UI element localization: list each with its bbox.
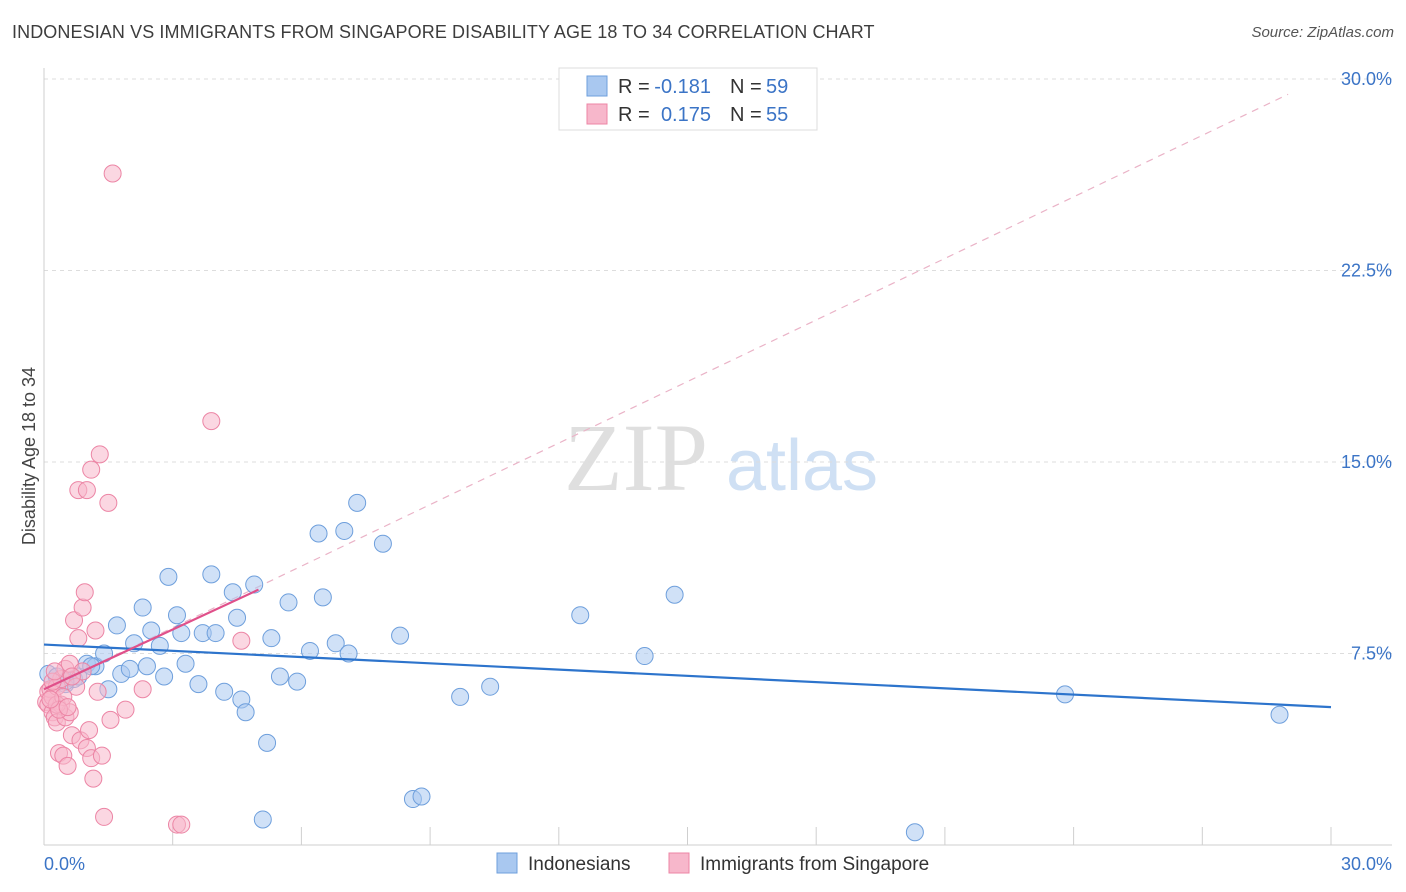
trend-line-singapore [43, 588, 259, 691]
point-indonesians-44 [348, 493, 367, 512]
point-indonesians-50 [481, 677, 500, 696]
bottom-legend-label-singapore: Immigrants from Singapore [700, 854, 929, 875]
watermark-atlas: atlas [726, 426, 878, 506]
bottom-legend-swatch-singapore [668, 852, 690, 874]
point-indonesians-21 [176, 654, 195, 673]
point-singapore-45 [202, 412, 221, 431]
point-indonesians-26 [215, 682, 234, 701]
legend-r-value-singapore: 0.175 [661, 104, 711, 126]
point-indonesians-53 [665, 585, 684, 604]
point-indonesians-25 [206, 624, 225, 643]
point-indonesians-46 [391, 626, 410, 645]
bottom-legend-swatch-indonesians [496, 852, 518, 874]
point-singapore-26 [75, 583, 94, 602]
point-singapore-32 [84, 769, 103, 788]
trend-line-extended-singapore [43, 93, 1289, 690]
y-tick-label-1: 15.0% [1341, 452, 1392, 472]
legend-n-label-2: N = [730, 104, 762, 126]
point-indonesians-18 [159, 567, 178, 586]
point-singapore-44 [172, 815, 191, 834]
point-indonesians-51 [571, 606, 590, 625]
y-tick-label-2: 22.5% [1341, 261, 1392, 281]
x-tick-label-min: 0.0% [44, 854, 85, 874]
bottom-legend: Indonesians Immigrants from Singapore [496, 852, 929, 875]
point-indonesians-40 [313, 588, 332, 607]
point-indonesians-48 [412, 787, 431, 806]
point-indonesians-43 [339, 644, 358, 663]
point-indonesians-31 [245, 575, 264, 594]
point-singapore-29 [80, 721, 99, 740]
top-legend: R = -0.181 N = 59 R = 0.175 N = 55 [558, 67, 818, 131]
point-indonesians-49 [451, 687, 470, 706]
point-singapore-15 [58, 756, 77, 775]
point-indonesians-52 [635, 647, 654, 666]
point-indonesians-19 [167, 606, 186, 625]
point-indonesians-14 [137, 657, 156, 676]
legend-r-label-2: R = [618, 104, 650, 126]
point-indonesians-17 [155, 667, 174, 686]
point-singapore-42 [133, 680, 152, 699]
y-tick-label-3: 30.0% [1341, 69, 1392, 89]
x-tick-label-max: 30.0% [1341, 854, 1392, 874]
point-singapore-21 [69, 629, 88, 648]
point-singapore-54 [45, 662, 64, 681]
trend-lines [43, 93, 1289, 690]
gridlines [44, 78, 1392, 654]
legend-n-value-indonesians: 59 [766, 76, 788, 98]
point-indonesians-34 [262, 629, 281, 648]
point-singapore-33 [86, 621, 105, 640]
axes: 7.5% 15.0% 22.5% 30.0% [43, 68, 1392, 846]
point-indonesians-30 [236, 703, 255, 722]
point-indonesians-37 [288, 672, 307, 691]
point-indonesians-39 [309, 524, 328, 543]
point-singapore-53 [41, 690, 60, 709]
point-singapore-41 [116, 700, 135, 719]
point-indonesians-11 [120, 659, 139, 678]
point-indonesians-38 [300, 641, 319, 660]
point-indonesians-45 [373, 534, 392, 553]
point-indonesians-16 [150, 636, 169, 655]
point-indonesians-56 [1270, 705, 1289, 724]
point-indonesians-54 [905, 823, 924, 842]
legend-n-label: N = [730, 76, 762, 98]
point-singapore-35 [90, 445, 109, 464]
point-singapore-34 [88, 682, 107, 701]
trend-line-indonesians [43, 643, 1332, 709]
chart-title: INDONESIAN VS IMMIGRANTS FROM SINGAPORE … [12, 22, 875, 42]
point-indonesians-42 [335, 521, 354, 540]
legend-r-label: R = [618, 76, 650, 98]
point-singapore-37 [95, 807, 114, 826]
point-singapore-36 [92, 746, 111, 765]
point-singapore-30 [82, 460, 101, 479]
point-indonesians-33 [258, 733, 277, 752]
point-singapore-51 [58, 698, 77, 717]
legend-n-value-singapore: 55 [766, 104, 788, 126]
legend-r-value-indonesians: -0.181 [654, 76, 711, 98]
point-singapore-19 [65, 611, 84, 630]
point-indonesians-35 [270, 667, 289, 686]
point-indonesians-22 [189, 675, 208, 694]
watermark-zip: ZIP [564, 404, 708, 511]
point-indonesians-41 [326, 634, 345, 653]
legend-swatch-singapore [586, 103, 608, 125]
legend-swatch-indonesians [586, 75, 608, 97]
point-indonesians-24 [202, 565, 221, 584]
y-axis-label: Disability Age 18 to 34 [19, 367, 39, 545]
point-indonesians-36 [279, 593, 298, 612]
point-singapore-38 [99, 493, 118, 512]
point-singapore-39 [101, 710, 120, 729]
point-singapore-27 [77, 481, 96, 500]
point-singapore-46 [232, 631, 251, 650]
point-indonesians-13 [133, 598, 152, 617]
source-credit: Source: ZipAtlas.com [1251, 24, 1394, 41]
bottom-legend-label-indonesians: Indonesians [528, 854, 630, 875]
point-singapore-24 [73, 598, 92, 617]
point-indonesians-9 [107, 616, 126, 635]
data-points [37, 164, 1332, 842]
point-indonesians-32 [253, 810, 272, 829]
point-singapore-40 [103, 164, 122, 183]
y-tick-label-0: 7.5% [1351, 644, 1392, 664]
point-indonesians-28 [228, 608, 247, 627]
